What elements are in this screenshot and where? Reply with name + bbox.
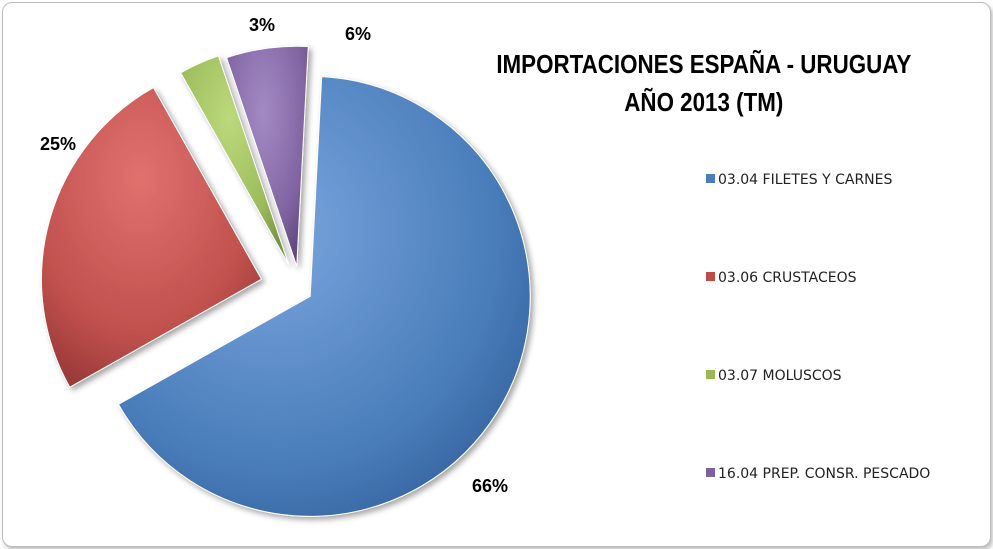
pie-slice-filetes-y-carnes — [117, 76, 531, 517]
data-label-filetes-y-carnes: 66% — [472, 476, 508, 496]
chart-title: IMPORTACIONES ESPAÑA - URUGUAY AÑO 2013 … — [463, 45, 945, 121]
pie-slice-moluscos — [179, 55, 290, 265]
legend-swatch-prep-consr-pescado — [706, 468, 715, 477]
legend-swatch-filetes-y-carnes — [706, 174, 715, 183]
data-label-crustaceos: 25% — [40, 134, 76, 154]
legend-label-prep-consr-pescado: 16.04 PREP. CONSR. PESCADO — [718, 466, 930, 482]
chart-title-line-1: IMPORTACIONES ESPAÑA - URUGUAY — [496, 49, 912, 79]
legend-label-filetes-y-carnes: 03.04 FILETES Y CARNES — [718, 172, 892, 188]
legend-swatch-crustaceos — [706, 272, 715, 281]
pie-slice-prep-consr-pescado — [225, 45, 309, 267]
legend-label-moluscos: 03.07 MOLUSCOS — [718, 368, 842, 384]
pie-slice-crustaceos — [40, 86, 263, 388]
chart-title-line-2: AÑO 2013 (TM) — [624, 87, 784, 117]
legend-label-crustaceos: 03.06 CRUSTACEOS — [718, 270, 857, 286]
data-label-prep-consr-pescado: 6% — [345, 24, 371, 44]
legend-swatch-moluscos — [706, 370, 715, 379]
data-label-moluscos: 3% — [249, 15, 275, 35]
